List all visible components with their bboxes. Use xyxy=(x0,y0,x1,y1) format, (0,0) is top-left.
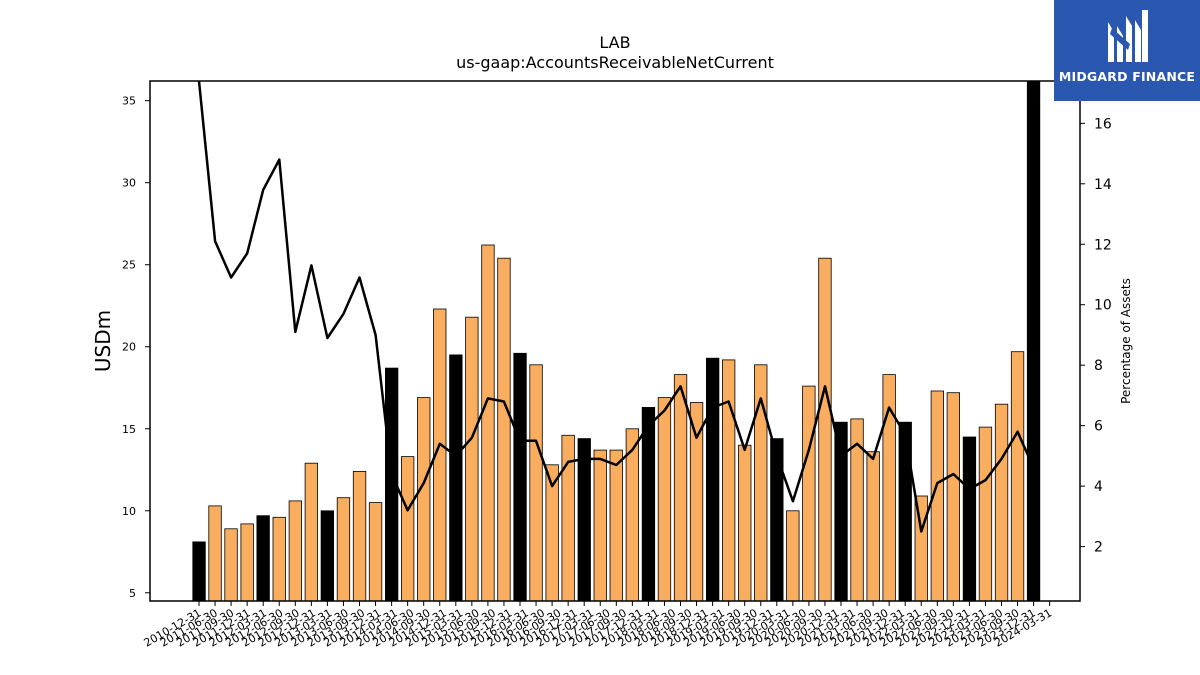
bar xyxy=(272,516,286,602)
bar xyxy=(738,444,752,602)
percentage-line xyxy=(197,80,1035,533)
bar xyxy=(898,421,912,602)
y2-tick-label: 12 xyxy=(1094,237,1112,253)
y2-tick-label: 10 xyxy=(1094,298,1112,314)
bar xyxy=(577,438,591,602)
y-tick-label: 5 xyxy=(129,587,136,600)
bar xyxy=(320,510,335,602)
bar xyxy=(978,426,993,602)
bar xyxy=(641,406,656,602)
y-axis-right: 2 4 6 8 10 12 14 16 xyxy=(1080,116,1112,556)
y-tick-label: 35 xyxy=(122,95,136,108)
bar xyxy=(946,392,960,602)
bar xyxy=(770,438,784,602)
bar xyxy=(609,449,623,602)
logo-text: MIDGARD FINANCE xyxy=(1058,69,1196,84)
bar xyxy=(593,449,607,602)
y-axis-label: USDm xyxy=(91,310,115,372)
bar xyxy=(1026,80,1041,602)
y-tick-label: 20 xyxy=(122,341,136,354)
y2-tick-label: 8 xyxy=(1094,358,1103,374)
y2-tick-label: 4 xyxy=(1094,479,1103,495)
bar xyxy=(304,462,319,602)
bar xyxy=(417,397,431,602)
chart-subtitle: us-gaap:AccountsReceivableNetCurrent xyxy=(456,53,774,72)
bar xyxy=(368,502,383,602)
bar xyxy=(866,451,880,602)
plot-frame xyxy=(149,80,1081,602)
y-tick-label: 10 xyxy=(122,505,136,518)
bar xyxy=(802,385,816,602)
bar xyxy=(224,528,238,602)
y2-tick-label: 6 xyxy=(1094,419,1103,435)
bar xyxy=(497,257,511,602)
bar-series xyxy=(192,80,1041,602)
bar xyxy=(529,364,543,602)
bar xyxy=(1010,351,1025,602)
bar xyxy=(336,497,351,602)
bar xyxy=(256,515,270,602)
bar xyxy=(481,244,495,602)
bar xyxy=(994,403,1009,602)
bar xyxy=(208,505,222,602)
bar xyxy=(192,541,206,602)
y2-axis-label: Percentage of Assets xyxy=(1119,278,1133,404)
bar xyxy=(834,421,848,602)
bar xyxy=(400,456,415,602)
bar xyxy=(657,397,672,602)
chart-title: LAB xyxy=(599,33,630,52)
y-axis-left: 5 10 15 20 25 30 35 xyxy=(122,95,150,600)
bar xyxy=(962,436,977,602)
bar xyxy=(786,510,800,602)
y2-tick-label: 16 xyxy=(1094,116,1112,132)
bar xyxy=(288,500,303,602)
y-tick-label: 25 xyxy=(122,259,136,272)
y-tick-label: 15 xyxy=(122,423,136,436)
bar xyxy=(673,374,688,602)
bar xyxy=(513,352,527,602)
y-tick-label: 30 xyxy=(122,177,136,190)
bar xyxy=(818,257,832,602)
bar xyxy=(352,470,367,602)
bar xyxy=(689,402,704,602)
bar xyxy=(706,357,720,602)
midgard-finance-logo: MIDGARD FINANCE xyxy=(1054,0,1200,101)
bar xyxy=(465,316,479,602)
midgard-m-logo-icon xyxy=(1108,10,1148,62)
bar xyxy=(240,523,254,602)
x-axis: 2010-12-312011-06-302011-09-302011-12-31… xyxy=(142,601,1054,650)
y2-tick-label: 14 xyxy=(1094,177,1112,193)
y2-tick-label: 2 xyxy=(1094,540,1103,556)
bar xyxy=(449,354,463,602)
bar xyxy=(722,359,736,602)
